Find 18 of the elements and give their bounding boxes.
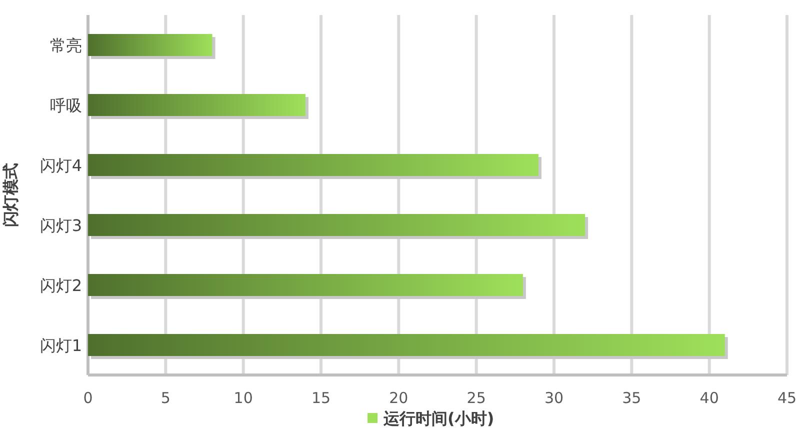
y-tick-label: 闪灯3 xyxy=(40,216,82,235)
y-tick-label: 呼吸 xyxy=(50,96,82,115)
y-tick-label: 闪灯2 xyxy=(40,276,82,295)
x-tick-label: 5 xyxy=(160,389,170,407)
x-tick-label: 30 xyxy=(544,389,564,407)
x-tick-label: 45 xyxy=(777,389,797,407)
x-tick-label: 25 xyxy=(466,389,486,407)
x-tick-label: 0 xyxy=(83,389,93,407)
legend: 运行时间(小时) xyxy=(368,409,494,428)
x-tick-label: 20 xyxy=(389,389,408,407)
x-tick-label: 15 xyxy=(311,389,331,407)
x-tick-label: 35 xyxy=(622,389,642,407)
y-tick-label: 闪灯4 xyxy=(40,156,82,175)
x-tick-label: 40 xyxy=(700,389,719,407)
y-axis-title: 闪灯模式 xyxy=(1,163,20,227)
y-tick-label: 常亮 xyxy=(50,36,82,55)
x-tick-label: 10 xyxy=(234,389,253,407)
y-tick-label: 闪灯1 xyxy=(40,336,82,355)
